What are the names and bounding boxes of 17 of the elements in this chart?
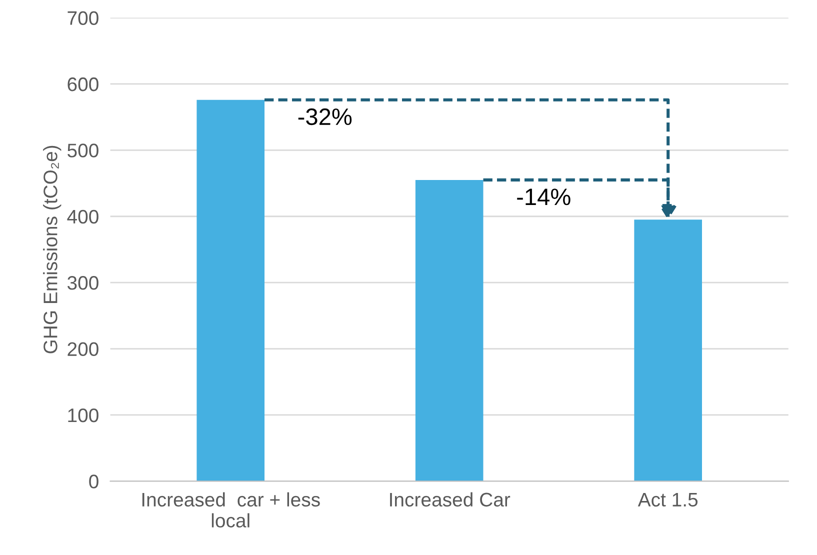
x-tick-label: Increased car + less local <box>142 492 320 528</box>
y-tick-label: 200 <box>68 342 98 356</box>
x-tick-label: Increased Car <box>390 492 510 507</box>
bar <box>196 100 265 482</box>
annotation: -14% <box>517 188 570 206</box>
y-tick-label: 300 <box>67 276 98 290</box>
y-tick-label: 100 <box>68 408 98 422</box>
y-tick-label: 600 <box>68 77 98 92</box>
annotation: -32% <box>298 108 352 126</box>
y-tick-label: 500 <box>68 144 98 158</box>
y-tick-label: 0 <box>89 474 98 488</box>
y-tick-label: 400 <box>67 210 98 224</box>
x-tick-label: Act 1.5 <box>638 493 698 507</box>
y-tick-label: 700 <box>68 11 98 25</box>
y-axis-title: GHG Emissions (tCO₂e) <box>43 146 62 354</box>
bar <box>415 180 484 482</box>
bar <box>634 220 702 482</box>
